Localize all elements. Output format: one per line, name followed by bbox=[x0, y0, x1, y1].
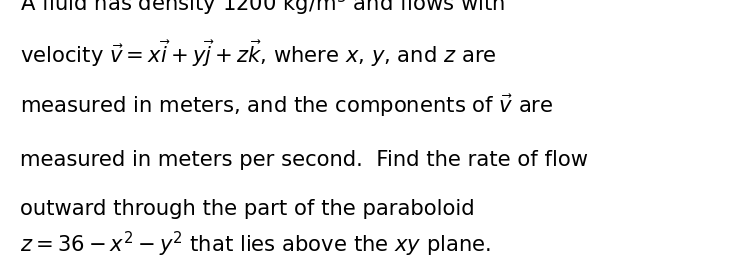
Text: measured in meters per second.  Find the rate of flow: measured in meters per second. Find the … bbox=[20, 150, 588, 170]
Text: outward through the part of the paraboloid: outward through the part of the parabolo… bbox=[20, 199, 475, 219]
Text: $z = 36 - x^2 - y^2$ that lies above the $xy$ plane.: $z = 36 - x^2 - y^2$ that lies above the… bbox=[20, 230, 491, 259]
Text: measured in meters, and the components of $\vec{v}$ are: measured in meters, and the components o… bbox=[20, 92, 554, 119]
Text: A fluid has density 1200 kg/m$^3$ and flows with: A fluid has density 1200 kg/m$^3$ and fl… bbox=[20, 0, 506, 18]
Text: velocity $\vec{v} = x\vec{i} + y\vec{j} + z\vec{k}$, where $x$, $y$, and $z$ are: velocity $\vec{v} = x\vec{i} + y\vec{j} … bbox=[20, 38, 497, 69]
